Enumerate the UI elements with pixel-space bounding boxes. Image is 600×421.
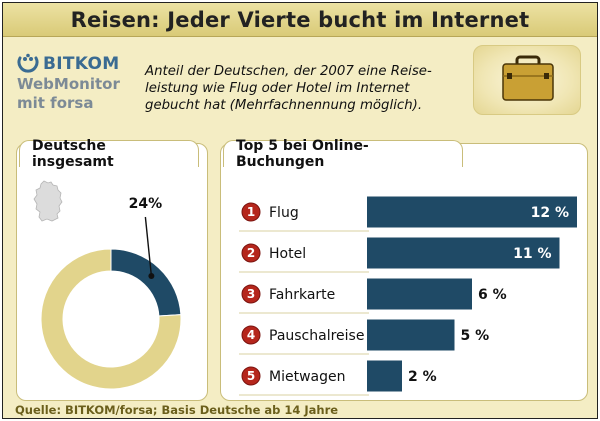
bar-row: 2 Hotel 11 %: [239, 237, 560, 273]
rank-badge: [241, 325, 261, 345]
suitcase-box: [473, 45, 581, 115]
bar-category-label: Mietwagen: [269, 369, 345, 385]
bar-chart: 1 Flug 12 % 2 Hotel 11 % 3 Fahrkarte 6 % 4 Pauscha…: [239, 196, 577, 396]
subtitle-line: leistung wie Flug oder Hotel im Internet: [145, 81, 410, 96]
bar-value-label: 12 %: [531, 205, 569, 221]
logo-row: BITKOM: [17, 53, 137, 75]
rank-badge: [241, 202, 261, 222]
bar-category-label: Hotel: [269, 246, 306, 262]
bar-row: 1 Flug 12 %: [239, 196, 577, 232]
right-panel: Top 5 bei Online-Buchungen 1 Flug 12 % 2 Hot…: [220, 138, 588, 401]
rank-number: 4: [247, 328, 255, 342]
bar-row: 3 Fahrkarte 6 %: [239, 278, 507, 314]
rank-number: 5: [247, 369, 255, 383]
bar: [367, 196, 577, 228]
germany-map-icon: [33, 180, 63, 222]
logo-forsa: mit forsa: [17, 94, 94, 112]
bar-value-label: 5 %: [461, 328, 490, 344]
bar-row: 4 Pauschalreise 5 %: [239, 319, 490, 355]
rank-badge: [241, 243, 261, 263]
rank-badge: [241, 366, 261, 386]
suitcase-icon: [502, 55, 554, 101]
bitkom-logo: BITKOM WebMonitor mit forsa: [17, 53, 137, 113]
rank-number: 2: [247, 246, 255, 260]
bar-value-label: 2 %: [408, 369, 437, 385]
donut-label-leader: [144, 216, 153, 277]
subtitle-line: gebucht hat (Mehrfachnennung möglich).: [145, 98, 423, 113]
bar-value-label: 11 %: [513, 246, 551, 262]
donut-title: Deutsche insgesamt: [32, 138, 114, 170]
bar-category-label: Flug: [269, 205, 299, 221]
donut-slice-0: [110, 248, 182, 317]
bar: [367, 237, 560, 269]
bar: [367, 319, 455, 351]
subtitle-line: Anteil der Deutschen, der 2007 eine Reis…: [145, 64, 432, 79]
bitkom-dots-logo-icon: [17, 53, 39, 73]
bar-chart-title: Top 5 bei Online-Buchungen: [236, 138, 369, 170]
bar-value-label: 6 %: [478, 287, 507, 303]
rank-number: 1: [247, 205, 255, 219]
bar: [367, 360, 402, 392]
right-panel-title: Top 5 bei Online-Buchungen: [223, 138, 463, 170]
bar: [367, 278, 472, 310]
left-panel-title: Deutsche insgesamt: [19, 138, 199, 170]
title-bar: Reisen: Jeder Vierte bucht im Internet: [3, 3, 597, 37]
bar-category-label: Pauschalreise: [269, 328, 364, 344]
logo-webmonitor: WebMonitor: [17, 75, 120, 93]
subtitle: Anteil der Deutschen, der 2007 eine Reis…: [145, 63, 465, 114]
donut-value-label: 24%: [129, 196, 163, 212]
bar-row: 5 Mietwagen 2 %: [239, 360, 437, 396]
logo-brand: BITKOM: [43, 54, 120, 74]
donut-chart: 24%: [40, 196, 182, 390]
page-title: Reisen: Jeder Vierte bucht im Internet: [70, 7, 530, 32]
source-note: Quelle: BITKOM/forsa; Basis Deutsche ab …: [15, 403, 339, 417]
bar-category-label: Fahrkarte: [269, 287, 335, 303]
donut-slice-1: [40, 248, 182, 390]
rank-number: 3: [247, 287, 255, 301]
rank-badge: [241, 284, 261, 304]
left-panel: Deutsche insgesamt 24%: [16, 138, 208, 401]
